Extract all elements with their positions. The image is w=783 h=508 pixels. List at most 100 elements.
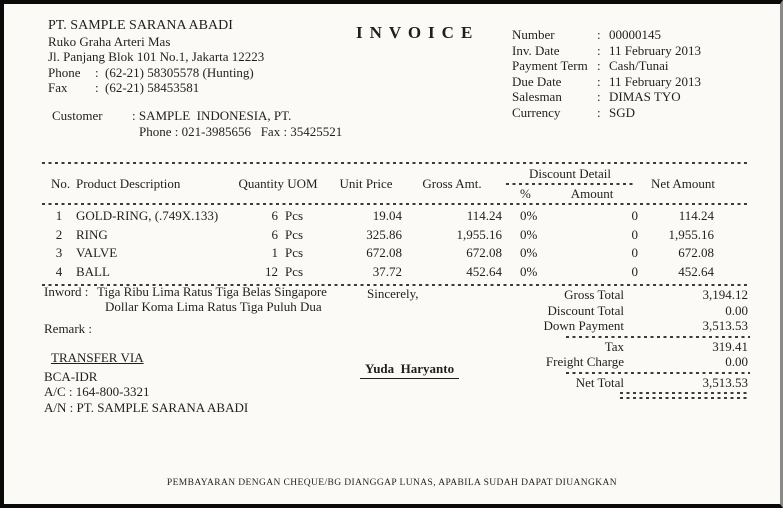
gross-total-label: Gross Total	[564, 287, 624, 302]
item-uom: Pcs	[285, 208, 304, 223]
net-total-double-dash-line2	[620, 397, 750, 399]
separator-colon: :	[597, 42, 601, 58]
info-inv-date-value: 11 February 2013	[609, 42, 701, 58]
tax-value: 319.41	[712, 338, 748, 354]
header-discount-pct: %	[520, 185, 531, 201]
item-no: 4	[55, 263, 63, 279]
separator-colon: :	[597, 89, 601, 104]
gross-total-value: 3,194.12	[702, 287, 749, 302]
info-row-due-date: Due Date:11 February 2013	[512, 74, 701, 90]
info-payment-term-label: Payment Term	[512, 58, 588, 73]
info-salesman-value: DIMAS TYO	[609, 89, 681, 104]
table-top-dashed-line	[42, 162, 750, 164]
total-row-net: Net Total 3,513.53	[454, 375, 750, 391]
inword-line1: Tiga Ribu Lima Ratus Tiga Belas Singapor…	[97, 284, 327, 299]
totals-dashed-line	[566, 371, 750, 374]
table-header-bottom-dashed-line	[42, 203, 750, 205]
table-header-row: No. Product Description Quantity UOM Uni…	[42, 164, 750, 203]
item-unit-price: 325.86	[366, 226, 402, 242]
customer-row: Customer: SAMPLE INDONESIA, PT.	[52, 108, 342, 124]
inword-text: Tiga Ribu Lima Ratus Tiga Belas Singapor…	[97, 284, 359, 314]
header-gross-amount: Gross Amt.	[422, 175, 482, 191]
total-row-discount: Discount Total 0.00	[454, 303, 750, 319]
amount-in-words: Inword : Tiga Ribu Lima Ratus Tiga Belas…	[44, 284, 359, 314]
item-qty: 1	[271, 245, 279, 260]
transfer-bank: BCA-IDR	[44, 368, 98, 384]
separator-colon: :	[597, 27, 601, 42]
item-discount-amount: 0	[631, 263, 639, 279]
header-discount-detail: Discount Detail	[529, 165, 611, 181]
item-discount-pct: 0%	[520, 208, 538, 223]
transfer-heading: TRANSFER VIA	[51, 350, 144, 365]
item-qty: 12	[265, 263, 278, 279]
signature-closing: Sincerely,	[367, 286, 419, 301]
item-gross: 1,955.16	[456, 226, 503, 242]
transfer-block: TRANSFER VIA BCA-IDR A/C : 164-800-3321 …	[44, 350, 248, 415]
item-discount-pct: 0%	[520, 226, 538, 242]
inword-label: Inword :	[44, 284, 89, 299]
inword-line2: Dollar Koma Lima Ratus Tiga Puluh Dua	[105, 298, 322, 314]
separator-colon: :	[597, 58, 601, 73]
remark-label: Remark :	[44, 321, 93, 336]
item-uom: Pcs	[285, 245, 304, 260]
info-currency-label: Currency	[512, 104, 561, 120]
info-number-value: 00000145	[609, 27, 661, 42]
table-row: 4 BALL 12 Pcs 37.72 452.64 0% 0 452.64	[42, 263, 750, 282]
item-no: 2	[55, 226, 63, 242]
info-row-salesman: Salesman: DIMAS TYO	[512, 89, 701, 105]
total-row-freight: Freight Charge 0.00	[454, 354, 750, 370]
seller-fax-label: Fax	[48, 80, 68, 95]
item-discount-amount: 0	[631, 226, 639, 242]
header-quantity-uom: Quantity UOM	[238, 175, 318, 191]
footer-note: PEMBAYARAN DENGAN CHEQUE/BG DIANGGAP LUN…	[166, 478, 618, 488]
discount-total-value: 0.00	[725, 302, 748, 318]
net-total-value: 3,513.53	[702, 374, 749, 390]
seller-address-line1: Ruko Graha Arteri Mas	[48, 33, 171, 49]
item-no: 3	[55, 245, 63, 260]
item-description: RING	[76, 226, 108, 242]
seller-address-line2: Jl. Panjang Blok 101 No.1, Jakarta 12223	[48, 49, 265, 64]
info-row-currency: Currency: SGD	[512, 105, 701, 121]
item-gross: 672.08	[466, 245, 502, 260]
item-discount-amount: 0	[631, 208, 639, 223]
info-currency-value: SGD	[609, 104, 636, 120]
down-payment-value: 3,513.53	[702, 318, 749, 333]
item-net: 452.64	[678, 263, 714, 279]
separator-colon: :	[95, 64, 99, 80]
info-row-inv-date: Inv. Date:11 February 2013	[512, 43, 701, 59]
item-qty: 6	[271, 226, 279, 242]
discount-total-label: Discount Total	[547, 302, 624, 318]
item-net: 1,955.16	[668, 226, 715, 242]
item-net: 114.24	[678, 208, 714, 223]
seller-fax-value: (62-21) 58453581	[105, 80, 200, 95]
item-description: VALVE	[76, 245, 118, 260]
separator-colon: :	[597, 73, 601, 89]
customer-block: Customer: SAMPLE INDONESIA, PT. Phone : …	[52, 108, 342, 139]
item-uom: Pcs	[285, 226, 304, 242]
item-description: BALL	[76, 263, 110, 279]
item-unit-price: 19.04	[372, 208, 402, 223]
seller-fax-row: Fax: (62-21) 58453581	[48, 80, 264, 96]
item-no: 1	[55, 208, 63, 223]
info-number-label: Number	[512, 27, 555, 42]
transfer-account-name: A/N : PT. SAMPLE SARANA ABADI	[44, 399, 249, 415]
separator-colon: :	[132, 108, 136, 123]
tax-label: Tax	[604, 338, 624, 354]
invoice-title: INVOICE	[356, 23, 480, 42]
seller-name: PT. SAMPLE SARANA ABADI	[48, 18, 233, 33]
info-salesman-label: Salesman	[512, 89, 562, 104]
table-row: 1 GOLD-RING, (.749X.133) 6 Pcs 19.04 114…	[42, 207, 750, 226]
separator-colon: :	[95, 80, 99, 95]
totals-dashed-line	[566, 335, 750, 338]
signature-name: Yuda Haryanto	[360, 361, 460, 379]
header-no: No.	[51, 175, 71, 191]
item-discount-pct: 0%	[520, 263, 538, 279]
info-due-date-value: 11 February 2013	[609, 73, 701, 89]
customer-name: SAMPLE INDONESIA, PT.	[138, 108, 292, 123]
down-payment-label: Down Payment	[543, 318, 624, 333]
freight-charge-label: Freight Charge	[545, 354, 624, 369]
total-row-gross: Gross Total 3,194.12	[454, 287, 750, 303]
header-discount-amount: Amount	[570, 185, 614, 201]
items-table: No. Product Description Quantity UOM Uni…	[42, 162, 750, 286]
